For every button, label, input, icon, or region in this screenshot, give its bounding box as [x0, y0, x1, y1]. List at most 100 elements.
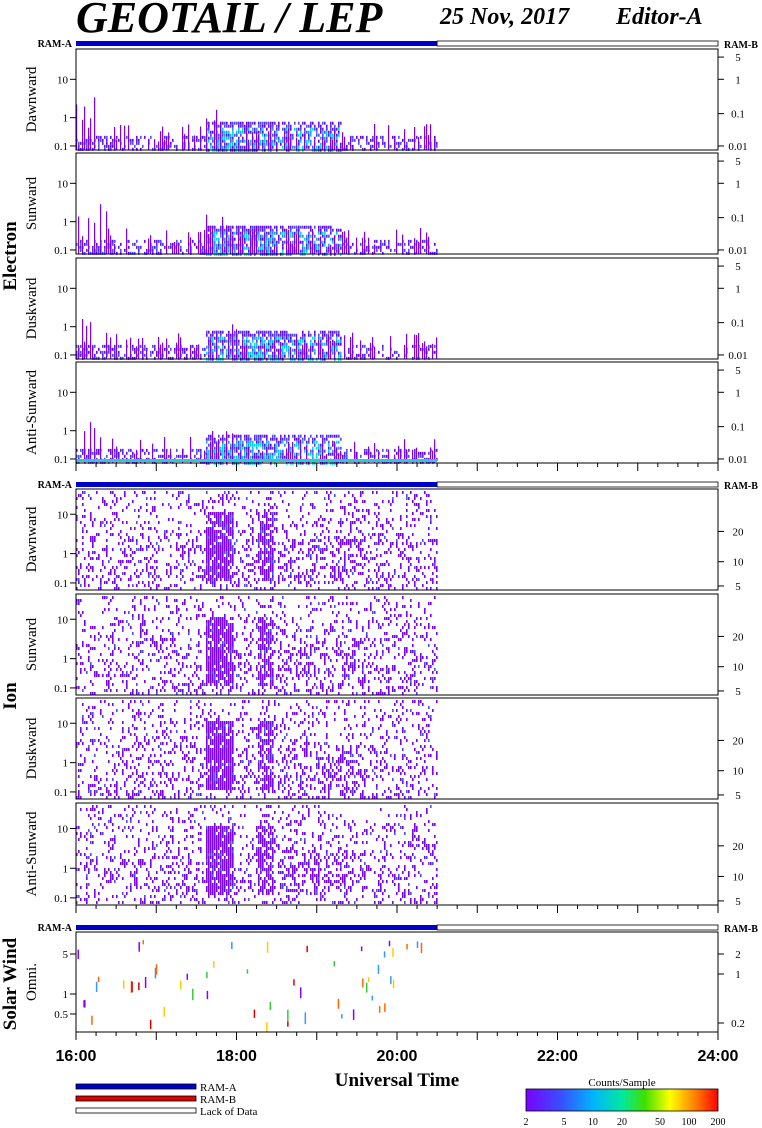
panel-label: Sunward [24, 176, 40, 230]
legend-label-2: Lack of Data [200, 1106, 258, 1118]
panel-frame [75, 697, 719, 800]
left-tick-label: 10 [57, 718, 69, 730]
right-tick-label: 0.1 [731, 422, 745, 434]
left-tick-label: 0.5 [54, 1009, 68, 1021]
legend-swatch-1 [75, 1095, 197, 1102]
right-tick-label: 5 [735, 52, 741, 64]
right-tick-label: 0.01 [728, 454, 747, 466]
mode-bar-electron-gap [436, 40, 719, 47]
right-tick-label: 1 [735, 283, 741, 295]
legend-swatch-2 [75, 1107, 197, 1114]
colorbar-tick-label: 50 [655, 1117, 665, 1128]
right-tick-label: 1 [735, 74, 741, 86]
right-tick-label: 20 [733, 526, 745, 538]
right-tick-label: 0.1 [731, 213, 745, 225]
left-tick-label: 1 [63, 549, 69, 561]
right-tick-label: 0.1 [731, 109, 745, 121]
panel-label: Duskward [24, 717, 40, 779]
left-tick-label: 1 [63, 654, 69, 666]
left-tick-label: 1 [63, 217, 69, 229]
ion-spectrogram-2 [76, 700, 438, 799]
solar-wind-spectrogram [77, 940, 423, 1032]
colorbar-tick-label: 200 [711, 1117, 726, 1128]
left-tick-label: 10 [57, 824, 69, 836]
left-tick-label: 10 [57, 387, 69, 399]
right-tick-label: 5 [735, 261, 741, 273]
right-tick-label: 20 [733, 735, 745, 747]
right-tick-label: 20 [733, 841, 745, 853]
mode-bar-ion [76, 482, 438, 487]
right-tick-label: 0.01 [728, 141, 747, 153]
x-tick-label: 22:00 [537, 1048, 578, 1065]
left-tick-label: 10 [57, 509, 69, 521]
left-tick-label: 1 [63, 113, 69, 125]
electron-spectrogram-0 [76, 97, 438, 152]
group-label-ion: Ion [0, 682, 21, 710]
chart-title: GEOTAIL / LEP [76, 0, 383, 42]
legend-swatch-0 [75, 1083, 197, 1090]
date-label: 25 Nov, 2017 [440, 4, 570, 30]
ion-spectrogram-3 [76, 805, 438, 904]
left-tick-label: 0.1 [54, 578, 68, 590]
x-tick-label: 16:00 [56, 1048, 97, 1065]
group-label-sw: Solar Wind [0, 937, 21, 1030]
left-tick-label: 1 [63, 758, 69, 770]
right-tick-label: 5 [735, 790, 741, 802]
right-tick-label: 5 [735, 686, 741, 698]
left-tick-label: 10 [57, 74, 69, 86]
colorbar [525, 1088, 719, 1112]
mode-bar-ion-gap [436, 481, 719, 488]
x-axis-title: Universal Time [335, 1070, 459, 1091]
left-tick-label: 5 [63, 949, 69, 961]
mode-label-left: RAM-A [38, 480, 73, 491]
mode-label-right: RAM-B [724, 40, 758, 51]
panel-frame [75, 361, 719, 464]
left-tick-label: 10 [57, 283, 69, 295]
panel-frame [75, 257, 719, 360]
right-tick-label: 10 [733, 662, 745, 674]
colorbar-tick-label: 2 [524, 1117, 529, 1128]
right-tick-label: 0.1 [731, 318, 745, 330]
right-tick-label: 10 [733, 871, 745, 883]
right-tick-label: 1 [735, 178, 741, 190]
right-tick-label: 5 [735, 896, 741, 908]
x-tick-label: 18:00 [216, 1048, 257, 1065]
mode-label-right: RAM-B [724, 924, 758, 935]
panel-label: Sunward [24, 617, 40, 671]
panel-label: Omni. [24, 963, 40, 1001]
panel-frame [75, 931, 719, 1033]
panel-frame [75, 593, 719, 696]
left-tick-label: 0.1 [54, 141, 68, 153]
legend-label-0: RAM-A [200, 1082, 237, 1094]
legend-label-1: RAM-B [200, 1094, 236, 1106]
mode-bar-electron [76, 41, 438, 46]
left-tick-label: 10 [57, 178, 69, 190]
right-tick-label: 5 [735, 581, 741, 593]
electron-spectrogram-3 [76, 422, 438, 465]
right-tick-label: 10 [733, 557, 745, 569]
colorbar-tick-label: 10 [588, 1117, 598, 1128]
left-tick-label: 0.1 [54, 683, 68, 695]
mode-label-right: RAM-B [724, 481, 758, 492]
left-tick-label: 0.1 [54, 454, 68, 466]
group-label-electron: Electron [0, 221, 21, 291]
left-tick-label: 0.1 [54, 245, 68, 257]
left-tick-label: 1 [63, 863, 69, 875]
mode-bar-sw-gap [436, 924, 719, 931]
x-tick-label: 24:00 [698, 1048, 739, 1065]
mode-bar-sw [76, 925, 438, 930]
right-tick-label: 5 [735, 365, 741, 377]
panel-label: Duskward [24, 277, 40, 339]
left-tick-label: 0.1 [54, 787, 68, 799]
right-tick-label: 0.2 [731, 1018, 745, 1030]
ion-spectrogram-1 [76, 596, 438, 695]
panel-label: Anti-Sunward [24, 811, 40, 896]
left-tick-label: 0.1 [54, 350, 68, 362]
colorbar-tick-label: 5 [562, 1117, 567, 1128]
x-tick-label: 20:00 [377, 1048, 418, 1065]
right-tick-label: 1 [735, 387, 741, 399]
right-tick-label: 0.01 [728, 350, 747, 362]
left-tick-label: 1 [63, 426, 69, 438]
editor-label: Editor-A [616, 4, 703, 30]
